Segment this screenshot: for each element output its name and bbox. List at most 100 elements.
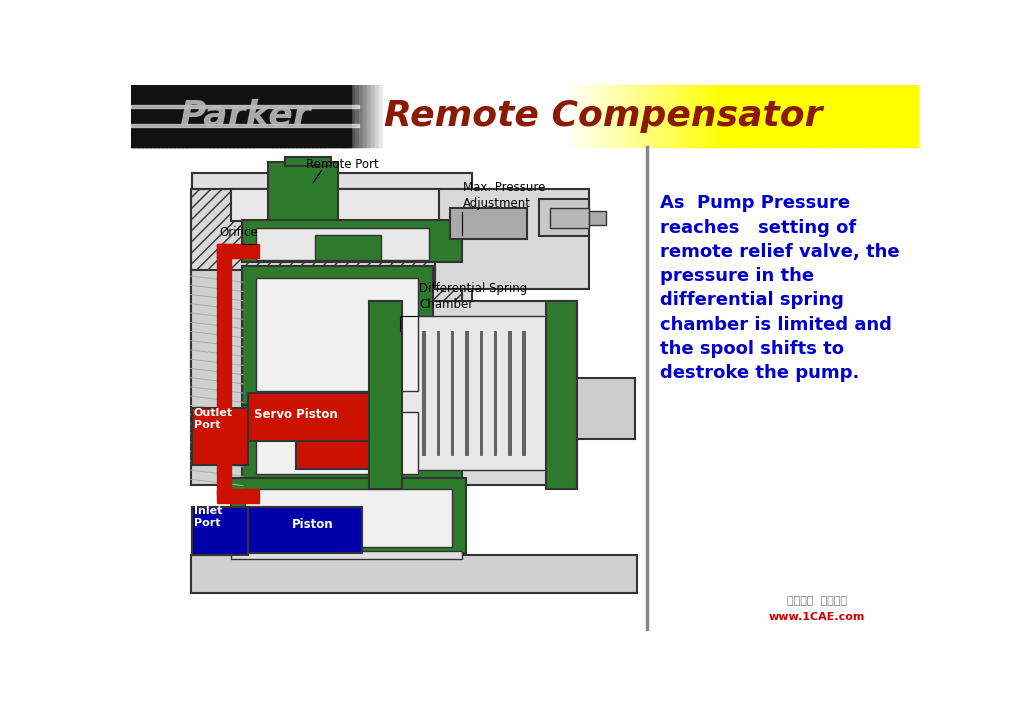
- Bar: [451, 208, 527, 239]
- Bar: [272, 85, 278, 147]
- Bar: [494, 85, 498, 147]
- Bar: [411, 85, 415, 147]
- Bar: [466, 85, 470, 147]
- Bar: [450, 85, 455, 147]
- Text: www.1CAE.com: www.1CAE.com: [768, 613, 864, 623]
- Bar: [387, 85, 391, 147]
- Bar: [501, 85, 506, 147]
- Bar: [436, 332, 439, 454]
- Bar: [707, 85, 711, 147]
- Bar: [675, 85, 679, 147]
- Text: 液压传动  仿真在线: 液压传动 仿真在线: [786, 596, 847, 606]
- Bar: [434, 85, 439, 147]
- Bar: [359, 85, 364, 147]
- Bar: [714, 85, 719, 147]
- Bar: [130, 105, 359, 108]
- Bar: [308, 85, 312, 147]
- Bar: [852, 85, 857, 147]
- Bar: [458, 85, 463, 147]
- Bar: [315, 85, 321, 147]
- Bar: [230, 189, 438, 221]
- Text: Remote Compensator: Remote Compensator: [384, 99, 823, 133]
- Bar: [142, 85, 147, 147]
- Bar: [718, 85, 723, 147]
- Bar: [422, 85, 427, 147]
- Text: Piston: Piston: [292, 518, 334, 531]
- Bar: [639, 85, 644, 147]
- Text: As  Pump Pressure
reaches   setting of
remote relief valve, the
pressure in the
: As Pump Pressure reaches setting of remo…: [660, 194, 900, 382]
- Bar: [788, 85, 794, 147]
- Bar: [319, 85, 325, 147]
- Bar: [584, 85, 589, 147]
- Bar: [315, 235, 381, 260]
- Bar: [547, 301, 578, 489]
- Text: 1CAE.COM: 1CAE.COM: [309, 360, 472, 389]
- Bar: [769, 85, 774, 147]
- Bar: [758, 85, 762, 147]
- Bar: [267, 162, 339, 222]
- Bar: [454, 85, 459, 147]
- Bar: [473, 85, 478, 147]
- Bar: [762, 85, 766, 147]
- Bar: [793, 85, 798, 147]
- Bar: [292, 85, 297, 147]
- Bar: [494, 332, 497, 454]
- Bar: [243, 220, 462, 262]
- Bar: [651, 85, 655, 147]
- Bar: [343, 85, 348, 147]
- Bar: [876, 85, 881, 147]
- Bar: [233, 85, 238, 147]
- Bar: [828, 85, 834, 147]
- Bar: [328, 85, 333, 147]
- Text: Remote Port: Remote Port: [306, 158, 379, 172]
- Bar: [438, 85, 442, 147]
- Bar: [537, 85, 542, 147]
- Bar: [268, 85, 273, 147]
- Bar: [710, 85, 715, 147]
- Bar: [261, 85, 265, 147]
- Bar: [189, 85, 195, 147]
- Bar: [151, 85, 155, 147]
- Bar: [871, 85, 877, 147]
- Bar: [813, 85, 817, 147]
- Bar: [243, 405, 462, 481]
- Bar: [379, 85, 384, 147]
- Bar: [679, 85, 683, 147]
- Bar: [888, 85, 892, 147]
- Bar: [134, 85, 139, 147]
- Bar: [911, 85, 915, 147]
- Bar: [243, 266, 433, 406]
- Bar: [517, 85, 521, 147]
- Bar: [824, 85, 829, 147]
- Bar: [130, 85, 351, 147]
- Bar: [522, 332, 524, 454]
- Bar: [737, 85, 742, 147]
- Bar: [332, 85, 336, 147]
- Bar: [741, 85, 746, 147]
- Bar: [607, 85, 612, 147]
- Bar: [237, 85, 242, 147]
- Bar: [213, 85, 218, 147]
- Bar: [580, 85, 585, 147]
- Bar: [655, 85, 659, 147]
- Bar: [285, 157, 331, 166]
- Bar: [694, 85, 699, 147]
- Text: Parker: Parker: [179, 99, 310, 133]
- Bar: [539, 199, 589, 236]
- Bar: [620, 85, 625, 147]
- Bar: [435, 189, 589, 289]
- Bar: [230, 478, 466, 553]
- Bar: [312, 85, 316, 147]
- Bar: [604, 85, 608, 147]
- Bar: [816, 85, 821, 147]
- Bar: [690, 85, 695, 147]
- Bar: [155, 85, 159, 147]
- Bar: [402, 85, 408, 147]
- Bar: [370, 301, 578, 486]
- Bar: [844, 85, 849, 147]
- Bar: [289, 85, 293, 147]
- Bar: [541, 85, 546, 147]
- Bar: [202, 85, 206, 147]
- Bar: [671, 85, 676, 147]
- Bar: [249, 85, 254, 147]
